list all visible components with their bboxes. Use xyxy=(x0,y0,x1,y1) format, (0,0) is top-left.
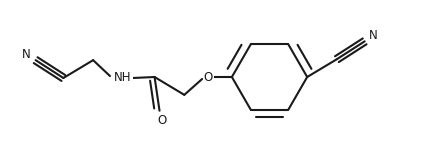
Text: NH: NH xyxy=(114,71,132,84)
Text: N: N xyxy=(368,29,377,42)
Text: O: O xyxy=(203,71,212,84)
Text: O: O xyxy=(157,114,166,127)
Text: N: N xyxy=(22,48,31,61)
